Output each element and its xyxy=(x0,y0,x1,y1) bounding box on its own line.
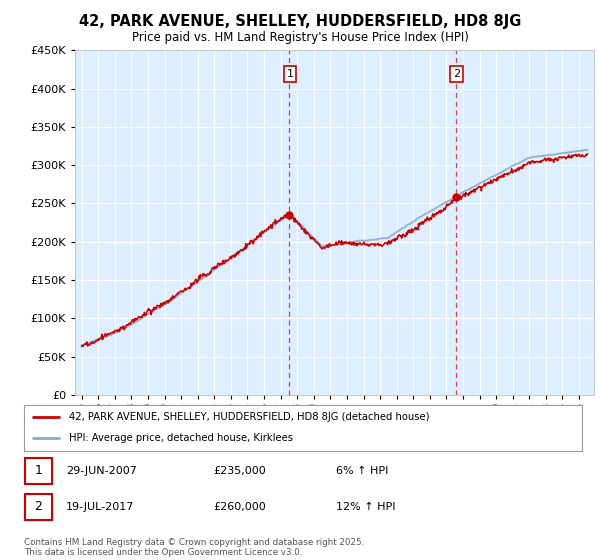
Text: 1: 1 xyxy=(35,464,43,478)
Text: 42, PARK AVENUE, SHELLEY, HUDDERSFIELD, HD8 8JG (detached house): 42, PARK AVENUE, SHELLEY, HUDDERSFIELD, … xyxy=(68,412,429,422)
Text: 12% ↑ HPI: 12% ↑ HPI xyxy=(337,502,396,511)
Text: 42, PARK AVENUE, SHELLEY, HUDDERSFIELD, HD8 8JG: 42, PARK AVENUE, SHELLEY, HUDDERSFIELD, … xyxy=(79,14,521,29)
Text: £235,000: £235,000 xyxy=(214,466,266,476)
Text: £260,000: £260,000 xyxy=(214,502,266,511)
Text: Contains HM Land Registry data © Crown copyright and database right 2025.
This d: Contains HM Land Registry data © Crown c… xyxy=(24,538,364,557)
Text: 29-JUN-2007: 29-JUN-2007 xyxy=(66,466,137,476)
Text: Price paid vs. HM Land Registry's House Price Index (HPI): Price paid vs. HM Land Registry's House … xyxy=(131,31,469,44)
FancyBboxPatch shape xyxy=(25,458,52,484)
Text: 2: 2 xyxy=(453,69,460,79)
Text: HPI: Average price, detached house, Kirklees: HPI: Average price, detached house, Kirk… xyxy=(68,433,293,444)
Text: 1: 1 xyxy=(286,69,293,79)
Text: 19-JUL-2017: 19-JUL-2017 xyxy=(66,502,134,511)
FancyBboxPatch shape xyxy=(25,493,52,520)
Text: 2: 2 xyxy=(35,500,43,513)
Text: 6% ↑ HPI: 6% ↑ HPI xyxy=(337,466,389,476)
